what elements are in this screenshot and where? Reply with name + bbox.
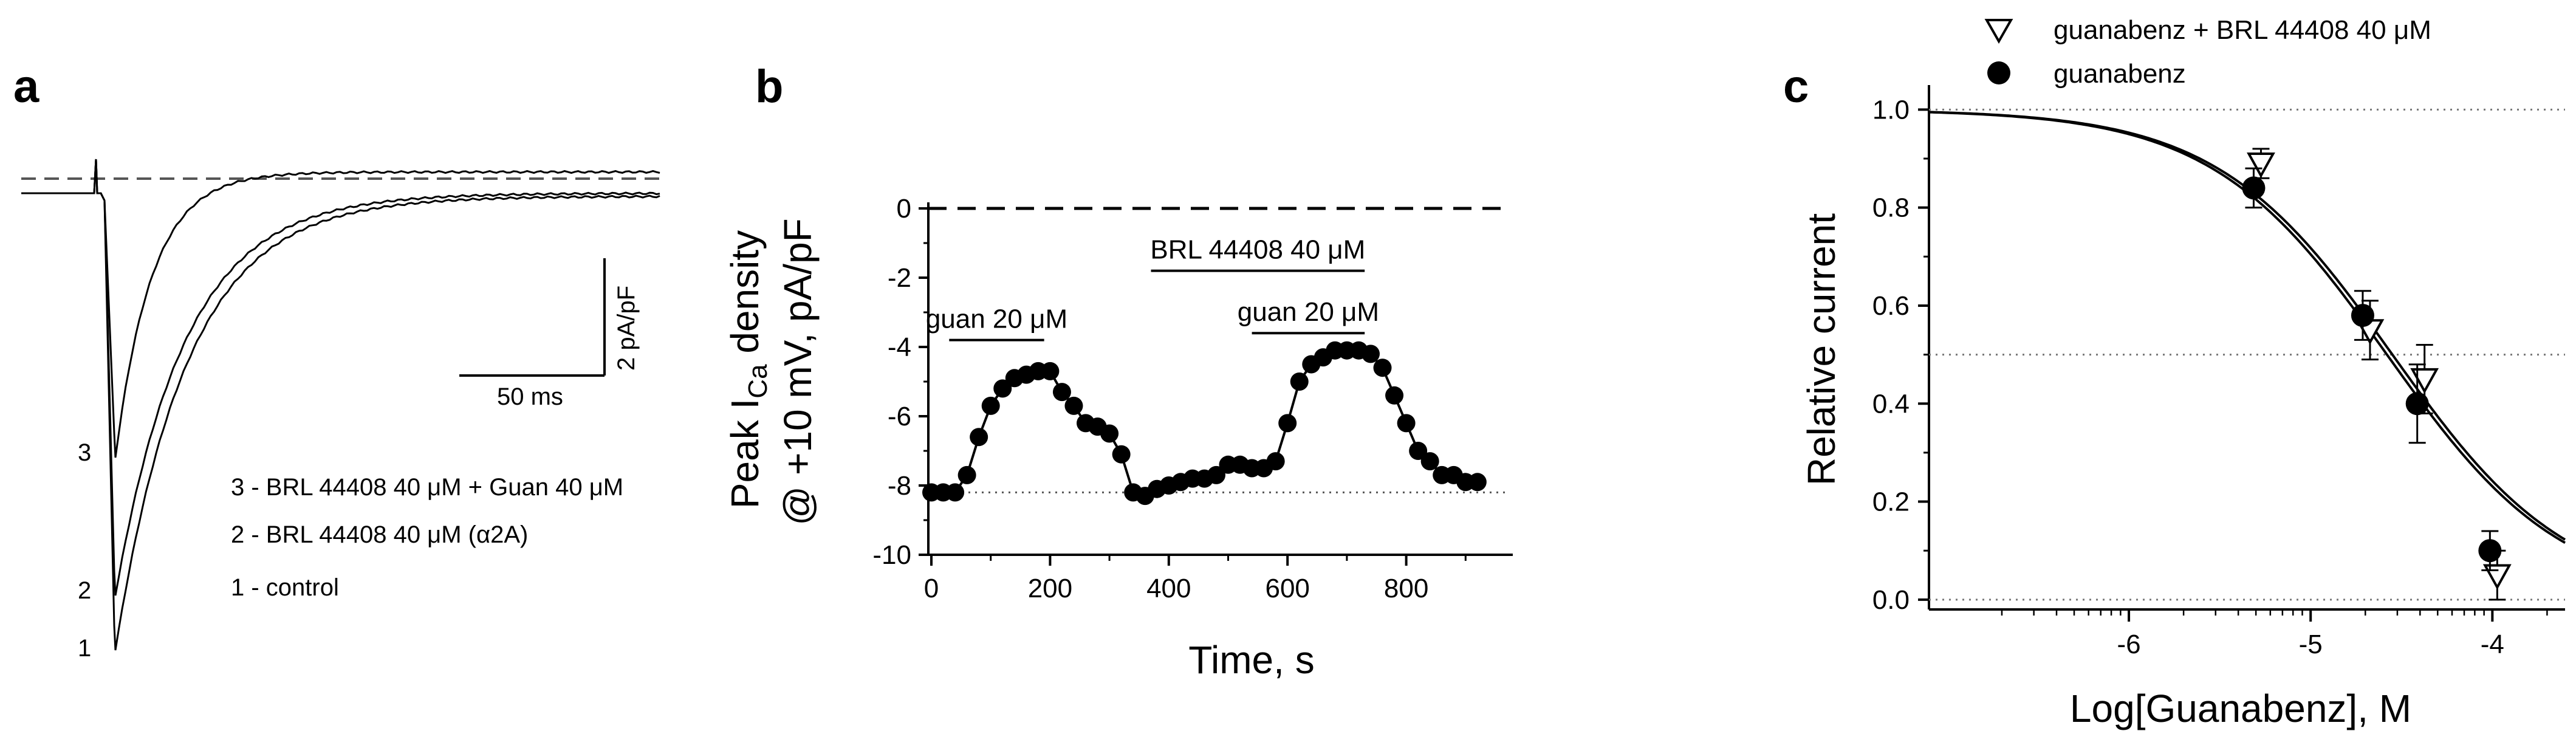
triangle-point xyxy=(2482,564,2512,590)
panel-c-axes: 0.0 0.2 0.4 0.6 0.8 1.0 -6 -5 -4 xyxy=(1872,85,2565,659)
trace-number-2: 2 xyxy=(78,577,91,604)
panel-c-marks xyxy=(1928,111,2566,601)
annotation-label: guan 20 μM xyxy=(926,304,1067,334)
annotation-label: guan 20 μM xyxy=(1238,297,1379,327)
time-course-point xyxy=(1112,445,1131,464)
panel-c-label: c xyxy=(1783,61,1809,112)
time-course-point xyxy=(1064,396,1083,415)
time-course-point xyxy=(1266,452,1285,471)
time-course-point xyxy=(993,379,1012,398)
time-course-point xyxy=(981,396,1000,415)
time-course-point xyxy=(1207,465,1225,484)
panel-b-x-tick-label: 800 xyxy=(1384,574,1428,603)
panel-a-label: a xyxy=(13,61,39,112)
ylabel-main: Peak I xyxy=(723,399,767,509)
legend-trace-2: 2 - BRL 44408 40 μM (α2A) xyxy=(231,521,528,548)
legend-label-guanabenz: guanabenz xyxy=(2054,59,2186,89)
fit-curve-guanabenz-brl xyxy=(1928,111,2566,544)
scalebar-y-label: 2 pA/pF xyxy=(613,286,640,371)
panel-c-y-tick-label: 0.6 xyxy=(1872,291,1910,321)
panel-b-x-tick-label: 200 xyxy=(1028,574,1072,603)
legend-trace-1: 1 - control xyxy=(231,574,339,601)
time-course-point xyxy=(1041,362,1060,380)
panel-b: b 0 -2 -4 -6 -8 -10 0 200 400 600 800 guan 20 μM BR… xyxy=(723,61,1513,682)
panel-c-x-tick-label: -5 xyxy=(2299,630,2323,659)
panel-c-y-tick-label: 0.4 xyxy=(1872,389,1910,419)
triangle-point xyxy=(2410,368,2439,394)
time-course-point xyxy=(1100,424,1119,443)
panel-b-marks xyxy=(922,341,1487,506)
circle-point xyxy=(2242,176,2266,200)
circle-point xyxy=(2351,304,2374,328)
time-course-point xyxy=(1373,359,1392,377)
panel-b-y-axis-title-line2: @ +10 mV, pA/pF xyxy=(776,218,820,526)
panel-b-x-tick-label: 0 xyxy=(924,574,939,603)
panel-b-axes: 0 -2 -4 -6 -8 -10 0 200 400 600 800 xyxy=(872,194,1513,603)
panel-b-y-tick-label: -2 xyxy=(888,263,911,293)
panel-b-y-tick-label: -10 xyxy=(872,540,911,570)
time-course-point xyxy=(1468,473,1487,492)
panel-b-x-tick-label: 400 xyxy=(1146,574,1191,603)
panel-c-x-tick-label: -6 xyxy=(2117,630,2140,659)
panel-b-y-tick-label: -8 xyxy=(888,471,911,501)
time-course-point xyxy=(1420,452,1439,471)
time-course-point xyxy=(1385,386,1404,405)
panel-c-legend: guanabenz + BRL 44408 40 μM guanabenz xyxy=(1984,15,2431,89)
fit-curve-guanabenz xyxy=(1928,111,2566,541)
triangle-point xyxy=(2247,153,2275,179)
legend-label-guanabenz-brl: guanabenz + BRL 44408 40 μM xyxy=(2054,15,2431,45)
circle-point xyxy=(2478,539,2502,563)
time-course-point xyxy=(1290,372,1309,391)
circle-point xyxy=(2405,392,2429,416)
trace-2-brl xyxy=(21,159,660,596)
panel-b-y-axis-title-line1: Peak ICa density xyxy=(723,230,773,509)
scalebar-x-label: 50 ms xyxy=(497,383,563,410)
time-course-point xyxy=(1397,414,1416,433)
ylabel-sub: Ca xyxy=(743,364,773,399)
panel-b-x-axis-title: Time, s xyxy=(1188,638,1314,682)
panel-b-y-tick-label: 0 xyxy=(897,194,911,224)
panel-c-y-tick-label: 0.2 xyxy=(1872,487,1910,517)
panel-c-y-axis-title: Relative current xyxy=(1800,213,1843,486)
panel-b-label: b xyxy=(755,61,783,112)
legend-trace-3: 3 - BRL 44408 40 μM + Guan 40 μM xyxy=(231,474,623,501)
trace-number-3: 3 xyxy=(78,439,91,466)
trace-1-control xyxy=(21,159,660,651)
panel-b-x-tick-label: 600 xyxy=(1265,574,1309,603)
panel-a: a 2 pA/pF 50 ms 3 2 1 3 - BRL 44408 40 μ… xyxy=(13,61,665,662)
trace-3-brl-guan xyxy=(21,159,660,458)
time-course-point xyxy=(1052,383,1071,402)
time-course-point xyxy=(1409,442,1428,460)
time-course-point xyxy=(1361,345,1380,363)
current-traces xyxy=(21,159,660,651)
time-course-point xyxy=(957,465,976,484)
panel-b-y-tick-label: -6 xyxy=(888,402,911,431)
panel-b-annotations: guan 20 μM BRL 44408 40 μM guan 20 μM xyxy=(926,235,1379,341)
panel-c-y-tick-label: 0.8 xyxy=(1872,193,1910,223)
trace-number-1: 1 xyxy=(78,635,91,662)
legend-circle-marker xyxy=(1987,61,2010,84)
legend-triangle-marker xyxy=(1984,19,2013,44)
time-course-point xyxy=(946,483,965,502)
time-course-point xyxy=(1278,414,1297,433)
panel-c-x-tick-label: -4 xyxy=(2481,630,2504,659)
panel-b-y-tick-label: -4 xyxy=(888,332,911,362)
panel-c-x-axis-title: Log[Guanabenz], M xyxy=(2070,687,2411,730)
ylabel-rest: density xyxy=(723,230,767,365)
time-course-point xyxy=(970,428,988,447)
panel-c-y-tick-label: 0.0 xyxy=(1872,585,1910,615)
panel-c-y-tick-label: 1.0 xyxy=(1872,95,1910,125)
annotation-label: BRL 44408 40 μM xyxy=(1150,235,1365,265)
panel-c: c guanabenz + BRL 44408 40 μM guanabenz 0… xyxy=(1783,15,2566,730)
